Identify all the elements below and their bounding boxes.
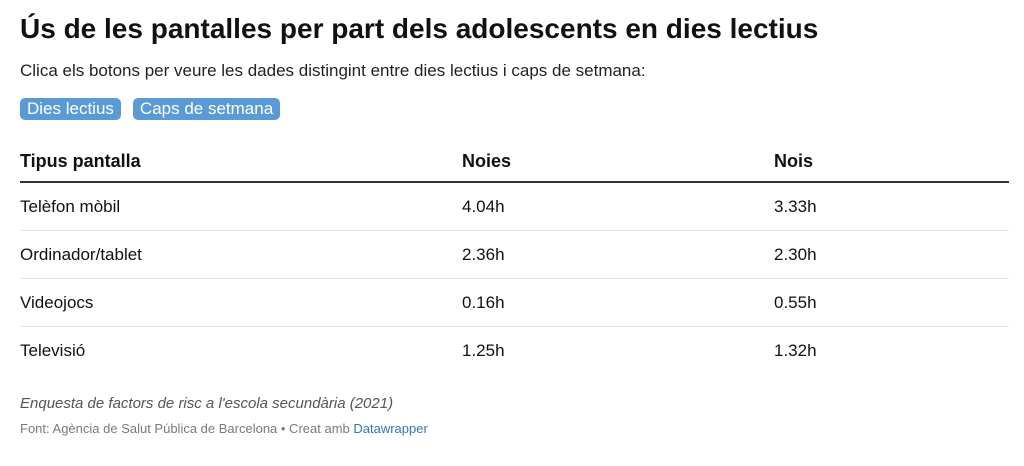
toggle-button-group: Dies lectius Caps de setmana [20,98,1009,120]
table-cell-girls: 2.36h [462,230,774,279]
data-table: Tipus pantalla Noies Nois Telèfon mòbil … [20,141,1009,374]
table-cell-screen-type: Ordinador/tablet [20,230,462,279]
weekends-button[interactable]: Caps de setmana [132,98,281,120]
chart-title: Ús de les pantalles per part dels adoles… [20,13,819,44]
table-cell-boys: 1.32h [774,340,817,360]
weekdays-button[interactable]: Dies lectius [20,98,121,120]
table-header-row: Tipus pantalla Noies Nois [20,141,1009,183]
chart-footer: Font: Agència de Salut Pública de Barcel… [20,420,1009,438]
table-cell-screen-type: Videojocs [20,278,462,327]
table-cell-screen-type: Telèfon mòbil [20,182,462,231]
column-header-boys[interactable]: Nois [774,141,1009,183]
chart-description: Clica els botons per veure les dades dis… [20,61,646,80]
table-cell-boys: 0.55h [774,278,1009,327]
table-cell-screen-type: Televisió [20,340,86,360]
datawrapper-link[interactable]: Datawrapper [353,421,428,436]
table-row: Televisió 1.25h 1.32h [20,327,1009,375]
table-row: Ordinador/tablet 2.36h 2.30h [20,230,1009,279]
column-header-girls[interactable]: Noies [462,141,774,183]
table-cell-girls: 0.16h [462,278,774,327]
table-cell-girls: 4.04h [462,182,774,231]
table-cell-boys: 3.33h [774,182,1009,231]
chart-notes: Enquesta de factors de risc a l'escola s… [20,395,394,412]
table-row: Telèfon mòbil 4.04h 3.33h [20,182,1009,231]
table-cell-boys: 2.30h [774,230,1009,279]
table-cell-girls: 1.25h [462,340,505,360]
table-row: Videojocs 0.16h 0.55h [20,278,1009,327]
source-text: Font: Agència de Salut Pública de Barcel… [20,421,354,436]
datawrapper-embed: Ús de les pantalles per part dels adoles… [20,13,1009,438]
column-header-screen-type[interactable]: Tipus pantalla [20,141,462,183]
